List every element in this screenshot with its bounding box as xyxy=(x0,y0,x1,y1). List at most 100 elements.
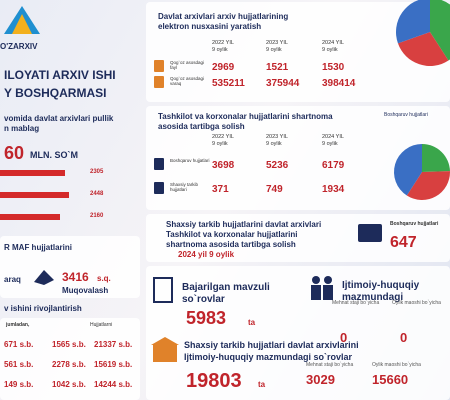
value: 19803 xyxy=(186,370,242,392)
pie-slice xyxy=(394,144,422,196)
cell: 671 s.b. xyxy=(4,340,34,349)
cell: 1565 s.b. xyxy=(52,340,86,349)
pie-slice xyxy=(422,144,450,172)
bar-label: 2448 xyxy=(90,191,104,197)
unit: MLN. SO`M xyxy=(30,150,78,160)
cell: 371 xyxy=(212,184,229,195)
cell: 2278 s.b. xyxy=(52,360,86,369)
label: Boshqaruv hujjatlari xyxy=(390,221,439,227)
pie-slice xyxy=(396,0,430,44)
pie-slice xyxy=(397,32,449,67)
cell: 149 s.b. xyxy=(4,380,34,389)
bar xyxy=(0,214,61,220)
period: 9 oylik xyxy=(322,47,338,53)
title: Ijtimoiy-huquqiy xyxy=(342,280,420,291)
title: so`rovlar xyxy=(182,294,225,305)
row-label: Qog`oz asosdagi varaq xyxy=(170,76,205,86)
period: 2024 yil 9 oylik xyxy=(178,250,235,259)
cell: 749 xyxy=(266,184,283,195)
bar-label: 2305 xyxy=(90,169,104,175)
cell: 5236 xyxy=(266,160,289,171)
icon xyxy=(154,182,164,194)
cell: 3698 xyxy=(212,160,235,171)
folder-icon xyxy=(358,224,382,242)
title: elektron nusxasini yaratish xyxy=(158,22,262,31)
pie-slice xyxy=(430,0,450,61)
people-icon xyxy=(311,276,333,300)
row-label: Boshqaruv hujjatlari xyxy=(170,158,210,163)
panel xyxy=(0,318,140,400)
pie-slice xyxy=(406,171,450,201)
title: Shaxsiy tarkib hujjatlarini davlat arxiv… xyxy=(166,220,322,229)
bar-label: 2160 xyxy=(90,213,104,219)
cell: 14244 s.b. xyxy=(94,380,133,389)
cell: 375944 xyxy=(266,78,300,89)
icon xyxy=(154,158,164,170)
title: Tashkilot va korxonalar hujjatlarini sha… xyxy=(158,112,333,121)
unit: ta xyxy=(258,380,266,389)
legend: Boshqaruv hujjatlari xyxy=(384,112,428,118)
doc-icon xyxy=(153,277,173,303)
title: Bajarilgan mavzuli xyxy=(182,282,270,293)
value: 5983 xyxy=(186,308,227,328)
title: Y BOSHQARMASI xyxy=(4,86,107,100)
stat-value: 0 xyxy=(340,330,348,345)
cell: 1530 xyxy=(322,62,345,73)
panel xyxy=(0,236,140,298)
cell: 1042 s.b. xyxy=(52,380,86,389)
period: 9 oylik xyxy=(212,141,228,147)
stat-value: 0 xyxy=(400,330,408,345)
cell: 1934 xyxy=(322,184,345,195)
stat-label: Oylik maoshi bo`yicha xyxy=(392,300,441,306)
building-icon xyxy=(151,337,179,362)
bar xyxy=(0,192,69,198)
text: vomida davlat arxivlari pullik xyxy=(4,114,114,123)
period: 9 oylik xyxy=(266,141,282,147)
year: 2022 YIL xyxy=(212,134,234,140)
caption: Muqovalash xyxy=(62,286,109,295)
cell: 21337 s.b. xyxy=(94,340,133,349)
title: shartnoma asosida tartibga solish xyxy=(166,240,296,249)
bar xyxy=(0,170,65,176)
title: Tashkilot va korxonalar hujjatlarini xyxy=(166,230,298,239)
title: Ijtimoiy-huquqiy mazmundagi so`rovlar xyxy=(184,352,353,362)
stat-value: 3029 xyxy=(306,372,335,387)
header: Hujjatlarni xyxy=(90,322,113,328)
text: n mablag xyxy=(4,124,40,133)
title: asosida tartibga solish xyxy=(158,122,245,131)
cell: 561 s.b. xyxy=(4,360,34,369)
title: ILOYATI ARXIV ISHI xyxy=(4,68,116,82)
period: 9 oylik xyxy=(322,141,338,147)
unit: ta xyxy=(248,318,256,327)
unit: s.q. xyxy=(97,274,111,283)
year: 2023 YIL xyxy=(266,134,288,140)
icon xyxy=(154,60,164,72)
cell: 1521 xyxy=(266,62,289,73)
year: 2022 YIL xyxy=(212,40,234,46)
period: 9 oylik xyxy=(212,47,228,53)
value: 647 xyxy=(390,234,417,251)
text: araq xyxy=(4,275,21,284)
cell: 398414 xyxy=(322,78,356,89)
icon xyxy=(154,76,164,88)
header: jumladan, xyxy=(6,322,30,328)
panel xyxy=(146,214,450,262)
stat-label: Oylik maoshi bo`yicha xyxy=(372,362,421,368)
text: v ishini rivojlantirish xyxy=(4,304,82,313)
cell: 2969 xyxy=(212,62,235,73)
stat-label: Mehnat staji bo`yicha xyxy=(332,300,380,306)
year: 2023 YIL xyxy=(266,40,288,46)
cell: 535211 xyxy=(212,78,245,89)
book-icon xyxy=(34,270,54,285)
total: 60 xyxy=(4,143,25,163)
stat-label: Mehnat staji bo`yicha xyxy=(306,362,354,368)
stat-value: 15660 xyxy=(372,372,409,387)
period: 9 oylik xyxy=(266,47,282,53)
year: 2024 YIL xyxy=(322,134,344,140)
panel xyxy=(146,266,450,400)
logo-text: O'ZARXIV xyxy=(0,42,38,51)
cell: 6179 xyxy=(322,160,345,171)
row-label: Qog`oz asosdagi fayl xyxy=(170,60,205,70)
